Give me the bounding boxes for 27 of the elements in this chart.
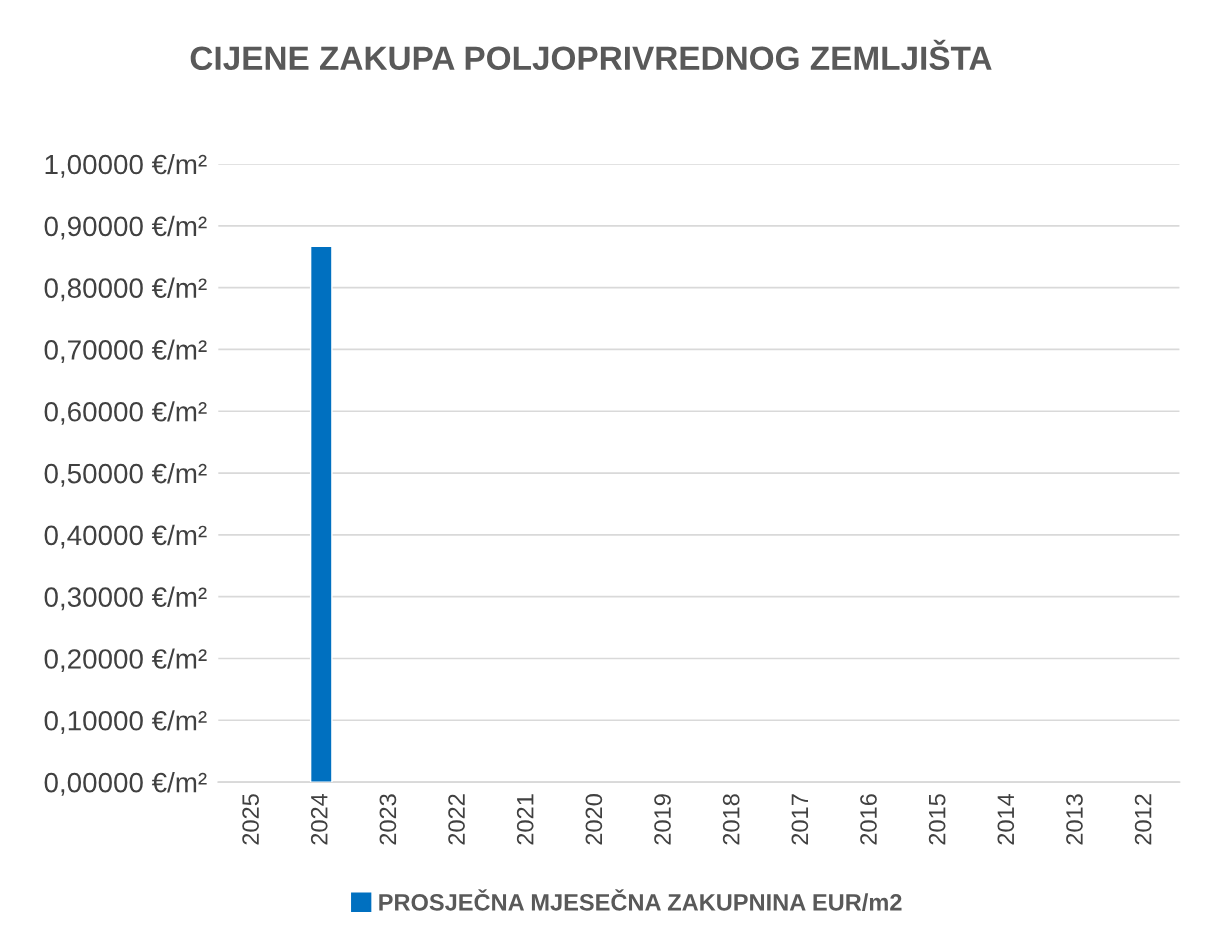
x-tick-label: 2023	[379, 794, 397, 845]
y-tick-label: 1,00000 €/m²	[45, 153, 207, 178]
x-tick-label: 2025	[242, 794, 259, 845]
x-tick-label: 2020	[585, 794, 603, 845]
y-tick-label: 0,90000 €/m²	[44, 215, 207, 240]
y-tick-label: 0,30000 €/m²	[44, 586, 207, 611]
x-tick-label: 2024	[310, 793, 328, 845]
y-tick-label: 0,50000 €/m²	[44, 462, 207, 487]
x-tick-label: 2021	[516, 794, 534, 845]
x-tick-label: 2012	[1134, 794, 1152, 845]
x-tick-label: 2022	[448, 794, 465, 845]
x-tick-label: 2017	[791, 794, 809, 845]
legend-label: PROSJEČNA MJESEČNA ZAKUPNINA EUR/m2	[379, 889, 902, 911]
y-tick-label: 0,00000 €/m²	[44, 772, 207, 796]
x-tick-label: 2015	[928, 794, 946, 845]
y-tick-label: 0,70000 €/m²	[44, 339, 207, 364]
y-tick-label: 0,60000 €/m²	[44, 401, 207, 425]
x-tick-label: 2013	[1066, 794, 1083, 845]
x-tick-label: 2014	[997, 793, 1015, 845]
y-tick-label: 0,20000 €/m²	[44, 648, 207, 673]
x-tick-label: 2018	[722, 794, 740, 845]
x-tick-label: 2016	[860, 794, 877, 845]
y-tick-label: 0,40000 €/m²	[44, 524, 207, 549]
y-tick-label: 0,10000 €/m²	[44, 710, 207, 734]
y-tick-label: 0,80000 €/m²	[44, 277, 207, 302]
chart-title: CIJENE ZAKUPA POLJOPRIVREDNOG ZEMLJIŠTA	[190, 39, 992, 71]
x-tick-label: 2019	[654, 794, 671, 845]
